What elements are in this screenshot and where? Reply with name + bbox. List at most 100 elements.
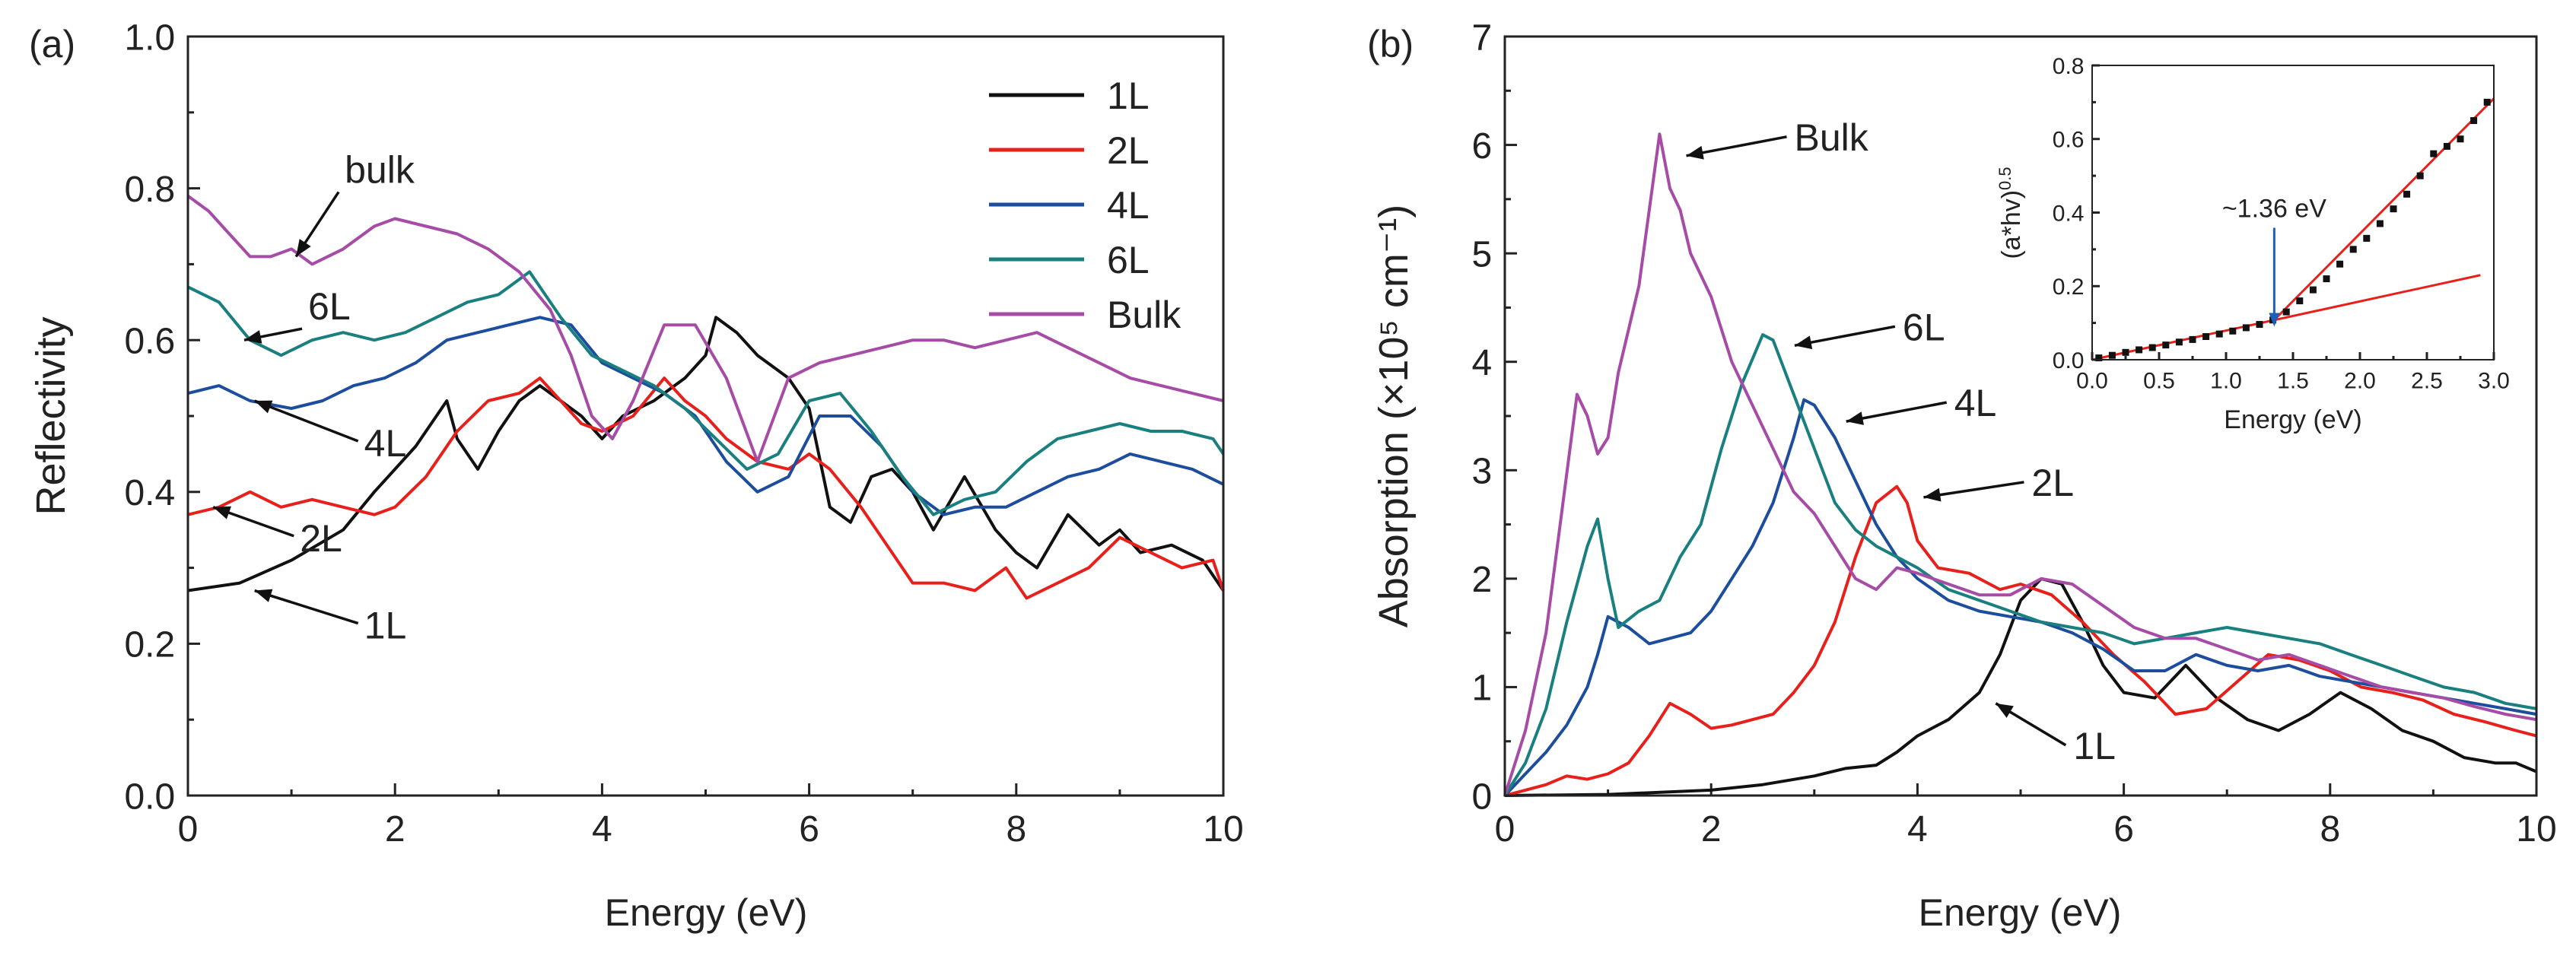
panel-a-x-axis-label: Energy (eV) <box>605 891 808 934</box>
inset-data-point <box>2215 330 2223 338</box>
inset-data-point <box>2095 354 2103 362</box>
panel-a-x-tick-label: 2 <box>385 809 405 850</box>
panel-b-y-tick-label: 4 <box>1471 343 1492 383</box>
inset-x-tick-label: 3.0 <box>2478 369 2510 394</box>
legend-label-6l: 6L <box>1107 239 1150 281</box>
inset-y-axis-label-exponent: 0.5 <box>1996 167 2015 190</box>
panel-b-annotation-4l-arrow-head <box>1846 411 1864 425</box>
panel-a-annotation-2l: 2L <box>300 517 342 560</box>
panel-b-x-tick-label: 2 <box>1701 809 1722 850</box>
legend-label-4l: 4L <box>1107 184 1150 227</box>
panel-a-series-4l-line <box>187 316 1224 516</box>
inset-data-point <box>2323 275 2330 283</box>
panel-b-x-axis-label: Energy (eV) <box>1919 891 2122 934</box>
panel-a-y-tick-label: 0.0 <box>124 777 175 817</box>
inset-x-tick-label: 1.5 <box>2277 369 2309 394</box>
inset-fit-line <box>2273 97 2495 321</box>
panel-a-annotation-bulk: bulk <box>345 148 415 191</box>
inset-data-point <box>2242 324 2250 332</box>
inset-data-point <box>2296 297 2304 305</box>
inset-data-point <box>2416 172 2424 179</box>
panel-a-y-tick-label: 0.8 <box>124 170 175 210</box>
inset-x-axis-label: Energy (eV) <box>2224 405 2361 434</box>
panel-b-y-tick-label: 0 <box>1471 777 1492 817</box>
inset-data-point <box>2122 348 2129 356</box>
panel-b-annotation-bulk-arrow-head <box>1686 145 1704 160</box>
panel-a-x-tick-label: 10 <box>1203 809 1243 850</box>
panel-a-annotation-bulk-arrow-head <box>296 239 311 257</box>
panel-a-frame <box>186 35 1225 797</box>
inset-x-tick-label: 1.0 <box>2210 369 2242 394</box>
panel-a-series-bulk-line <box>186 194 1224 463</box>
inset-data-point <box>2390 205 2397 213</box>
legend-label-bulk: Bulk <box>1107 294 1181 336</box>
panel-a-annotation-1l-arrow-head <box>254 589 273 602</box>
inset-data-point <box>2148 344 2156 351</box>
panel-a-y-tick-label: 1.0 <box>124 17 175 58</box>
panel-a: (a) 0 2 4 6 8 10 0.0 0.2 0.4 0.6 0.8 1.0 Energy (eV… <box>28 17 1244 934</box>
panel-a-x-tick-label: 8 <box>1006 809 1026 850</box>
inset-x-tick-label: 2.5 <box>2411 369 2443 394</box>
panel-b-x-tick-label: 0 <box>1495 809 1515 850</box>
inset-data-point <box>2108 351 2116 359</box>
panel-b-annotation-6l-arrow-shaft <box>1794 325 1896 348</box>
inset-data-point <box>2282 308 2290 316</box>
panel-b-x-tick-label: 4 <box>1907 809 1928 850</box>
panel-b-annotation-2l-arrow-head <box>1923 488 1942 502</box>
inset-y-tick-label: 0.6 <box>2053 128 2085 153</box>
panel-b-annotation-4l-arrow-shaft <box>1846 401 1948 423</box>
inset-x-tick-label: 0.0 <box>2076 369 2108 394</box>
panel-a-annotation-2l-arrow-head <box>213 506 231 519</box>
panel-a-x-tick-label: 0 <box>178 809 199 850</box>
inset-data-point <box>2256 321 2263 329</box>
inset-frame <box>2091 65 2495 360</box>
inset-y-tick-label: 0.2 <box>2053 275 2085 300</box>
panel-b-annotation-bulk-arrow-shaft <box>1686 135 1787 157</box>
panel-b-x-tick-label: 10 <box>2516 809 2556 850</box>
panel-b-frame <box>1503 35 2538 797</box>
panel-b-y-tick-label: 7 <box>1471 17 1492 58</box>
inset-data-point <box>2403 190 2411 198</box>
panel-b-series-group <box>1503 132 2537 797</box>
panel-a-label: (a) <box>29 23 75 65</box>
panel-a-y-tick-label: 0.6 <box>124 321 175 361</box>
panel-b-annotation-4l: 4L <box>1954 382 1997 424</box>
panel-b-y-tick-label: 1 <box>1471 669 1492 709</box>
legend-label-2l: 2L <box>1107 129 1150 172</box>
panel-b-x-tick-label: 6 <box>2113 809 2134 850</box>
panel-a-annotation-6l-arrow-head <box>244 330 262 344</box>
inset-data-points <box>2095 98 2491 362</box>
panel-a-annotation-6l: 6L <box>308 285 351 328</box>
inset-annotation-arrow-head <box>2269 313 2280 327</box>
inset-y-tick-label: 0.4 <box>2053 201 2085 226</box>
panel-a-series-6l-line <box>187 270 1225 516</box>
panel-b-x-tick-label: 8 <box>2320 809 2340 850</box>
inset-x-tick-label: 0.5 <box>2143 369 2175 394</box>
panel-a-annotation-1l: 1L <box>364 605 407 647</box>
panel-b-y-tick-label: 2 <box>1471 560 1492 600</box>
panel-b-y-tick-label: 3 <box>1471 452 1492 492</box>
panel-b-y-tick-label: 6 <box>1471 126 1492 167</box>
panel-b-axes: 0 2 4 6 8 10 0 1 2 3 4 5 6 7 <box>1471 17 2556 850</box>
panel-a-annotation-1l-arrow-shaft <box>254 589 359 625</box>
panel-a-x-tick-label: 6 <box>799 809 819 850</box>
panel-a-annotation-4l-arrow-shaft <box>254 399 359 443</box>
panel-b-label: (b) <box>1367 23 1414 65</box>
panel-b: (b) 0 2 4 6 8 10 0 1 2 3 4 5 6 7 Energy (eV) Absorpti… <box>1367 17 2557 934</box>
panel-b-series-2l-line <box>1504 484 2537 797</box>
inset-y-tick-label: 0.8 <box>2053 54 2085 79</box>
panel-b-annotation-1l: 1L <box>2073 725 2116 767</box>
panel-b-annotation-6l-arrow-head <box>1794 335 1813 350</box>
panel-a-y-axis-label: Reflectivity <box>28 316 74 515</box>
inset-data-point <box>2457 135 2464 143</box>
inset-x-tick-label: 2.0 <box>2344 369 2376 394</box>
panel-a-y-tick-label: 0.4 <box>124 473 175 513</box>
panel-a-series-1l-line <box>187 316 1225 592</box>
inset-data-point <box>2309 286 2317 294</box>
inset-background <box>2092 65 2494 360</box>
panel-b-annotation-2l-arrow-shaft <box>1923 481 2024 499</box>
inset-data-point <box>2430 150 2438 157</box>
inset-data-point <box>2349 246 2357 253</box>
